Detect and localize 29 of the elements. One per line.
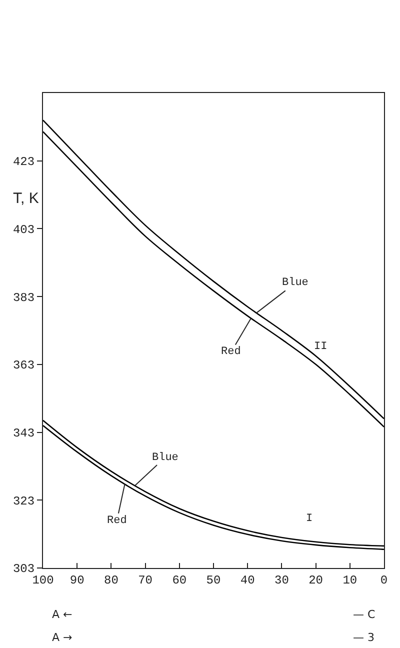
x-tick-label: 10 <box>342 573 358 588</box>
x-tick-label: 60 <box>172 573 187 588</box>
x-tick-label: 70 <box>138 573 153 588</box>
text: A → <box>52 631 72 644</box>
x-tick-label: 80 <box>104 573 118 588</box>
text: — C <box>353 608 376 621</box>
text: — 3 <box>353 631 374 644</box>
y-tick-label: 363 <box>12 358 35 373</box>
y-tick-label: 403 <box>12 222 35 237</box>
annotation: Red <box>221 346 241 358</box>
y-tick-label: 323 <box>12 494 35 508</box>
x-tick-label: 90 <box>70 573 84 588</box>
y-tick-label: 383 <box>12 290 35 305</box>
y-tick-label: 343 <box>12 426 35 440</box>
y-tick-label: 303 <box>12 562 35 576</box>
annotation: I <box>306 513 313 525</box>
x-tick-label: 0 <box>380 573 388 588</box>
y-axis-title: T, K <box>13 190 39 207</box>
y-tick-label: 423 <box>12 155 35 170</box>
annotation: II <box>314 341 328 353</box>
x-tick-label: 40 <box>240 573 255 588</box>
x-tick-label: 100 <box>32 573 54 588</box>
annotation: Blue <box>282 277 308 289</box>
annotation: Blue <box>152 452 178 464</box>
text: A ← <box>52 608 72 621</box>
x-tick-label: 50 <box>206 573 221 588</box>
annotation: Red <box>107 515 127 527</box>
x-tick-label: 20 <box>308 573 324 588</box>
x-tick-label: 30 <box>274 573 289 588</box>
